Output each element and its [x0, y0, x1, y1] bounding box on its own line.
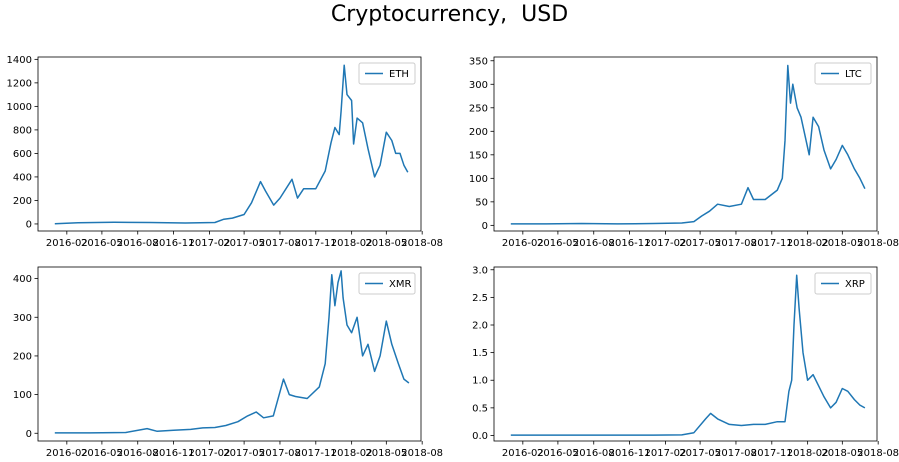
ltc-x-tick-label: 2016-11	[609, 238, 651, 249]
eth-series-line	[54, 64, 409, 225]
ltc-y-tick-label: 200	[469, 127, 488, 138]
xrp-y-tick-label: 3.0	[472, 265, 488, 276]
eth-x-tick-label: 2016-08	[117, 238, 159, 249]
xmr-x-tick-label: 2018-02	[331, 448, 373, 459]
xmr-y-tick-label: 0	[26, 429, 32, 440]
eth-y-tick-label: 800	[13, 125, 32, 136]
eth-x-tick-label: 2016-02	[46, 238, 88, 249]
eth-x-tick-label: 2018-02	[331, 238, 373, 249]
xmr-series-line	[54, 270, 410, 434]
xrp-x-tick-label: 2016-05	[537, 448, 579, 459]
xrp-x-tick-label: 2018-05	[821, 448, 863, 459]
xmr-x-tick-label: 2016-11	[153, 448, 195, 459]
ltc-y-tick-label: 0	[482, 221, 488, 232]
ltc-y-tick-label: 350	[469, 56, 488, 67]
xrp-x-tick-label: 2017-02	[645, 448, 687, 459]
xmr-y-tick-label: 200	[13, 351, 32, 362]
eth-x-tick-label: 2016-05	[81, 238, 123, 249]
xrp-x-tick-label: 2017-08	[715, 448, 757, 459]
xmr-x-tick-label: 2017-05	[223, 448, 265, 459]
xrp-x-tick-label: 2017-05	[679, 448, 721, 459]
eth-x-tick-label: 2016-11	[153, 238, 195, 249]
xrp-y-tick-label: 1.0	[472, 376, 488, 387]
ltc-x-tick-label: 2018-05	[821, 238, 863, 249]
ltc-y-tick-label: 100	[469, 174, 488, 185]
ltc-x-tick-label: 2017-05	[679, 238, 721, 249]
xrp-y-tick-label: 0.0	[472, 431, 488, 442]
eth-x-tick-label: 2017-11	[295, 238, 337, 249]
ltc-y-tick-label: 150	[469, 150, 488, 161]
xmr-x-tick-label: 2016-05	[81, 448, 123, 459]
eth-x-tick-label: 2017-05	[223, 238, 265, 249]
ltc-x-tick-label: 2016-05	[537, 238, 579, 249]
eth-legend-box	[358, 62, 416, 85]
xrp-y-tick-label: 2.5	[472, 293, 488, 304]
xmr-x-tick-label: 2018-05	[365, 448, 407, 459]
ltc-x-tick-label: 2016-08	[573, 238, 615, 249]
eth-x-tick-label: 2017-08	[259, 238, 301, 249]
eth-x-tick-label: 2018-08	[401, 238, 443, 249]
xmr-y-tick-label: 400	[13, 274, 32, 285]
eth-x-tick-label: 2017-02	[189, 238, 231, 249]
xmr-x-tick-label: 2017-11	[295, 448, 337, 459]
xrp-x-tick-label: 2016-02	[502, 448, 544, 459]
xrp-y-tick-label: 2.0	[472, 321, 488, 332]
ltc-x-tick-label: 2018-08	[857, 238, 899, 249]
xrp-x-tick-label: 2016-08	[573, 448, 615, 459]
ltc-x-tick-label: 2017-08	[715, 238, 757, 249]
eth-plot-area	[37, 56, 422, 232]
xmr-plot-area	[37, 266, 422, 442]
eth-x-tick-label: 2018-05	[365, 238, 407, 249]
xrp-plot-area	[493, 266, 878, 442]
eth-y-tick-label: 600	[13, 149, 32, 160]
xrp-x-tick-label: 2017-11	[751, 448, 793, 459]
ltc-x-tick-label: 2017-02	[645, 238, 687, 249]
xmr-x-tick-label: 2017-08	[259, 448, 301, 459]
page-title: Cryptocurrency, USD	[330, 2, 569, 27]
xmr-x-tick-label: 2016-02	[46, 448, 88, 459]
xrp-panel: 0.00.51.01.52.02.53.02016-022016-052016-…	[472, 265, 899, 459]
ltc-y-tick-label: 50	[475, 197, 488, 208]
xrp-legend-label: XRP	[845, 279, 865, 290]
xrp-x-tick-label: 2018-02	[787, 448, 829, 459]
ltc-y-tick-label: 250	[469, 103, 488, 114]
xmr-panel: 0 100 200 300 400 2016-022016-052016-082016-1…	[13, 266, 443, 459]
ltc-legend-box	[814, 62, 872, 85]
ltc-series-line	[510, 64, 866, 225]
ltc-x-tick-label: 2017-11	[751, 238, 793, 249]
eth-y-tick-label: 1000	[7, 102, 32, 113]
xmr-x-tick-label: 2017-02	[189, 448, 231, 459]
xmr-x-tick-label: 2016-08	[117, 448, 159, 459]
xmr-legend-label: XMR	[389, 279, 411, 290]
xrp-legend-box	[814, 272, 872, 295]
eth-y-tick-label: 400	[13, 172, 32, 183]
xmr-y-tick-label: 300	[13, 313, 32, 324]
eth-legend-label: ETH	[389, 69, 409, 80]
xrp-x-tick-label: 2016-11	[609, 448, 651, 459]
xrp-series-line	[510, 274, 866, 436]
ltc-y-tick-label: 300	[469, 80, 488, 91]
xrp-y-tick-label: 0.5	[472, 403, 488, 414]
xrp-x-tick-label: 2018-08	[857, 448, 899, 459]
eth-y-tick-label: 200	[13, 196, 32, 207]
xmr-x-tick-label: 2018-08	[401, 448, 443, 459]
eth-panel: 02004006008001000120014002016-022016-052…	[7, 55, 444, 249]
eth-y-tick-label: 1200	[7, 78, 32, 89]
xmr-y-tick-label: 100	[13, 390, 32, 401]
xrp-y-tick-label: 1.5	[472, 348, 488, 359]
eth-y-tick-label: 0	[26, 219, 32, 230]
xmr-legend-box	[358, 272, 416, 295]
ltc-x-tick-label: 2018-02	[787, 238, 829, 249]
eth-y-tick-label: 1400	[7, 55, 32, 66]
ltc-x-tick-label: 2016-02	[502, 238, 544, 249]
ltc-legend-label: LTC	[845, 69, 862, 80]
ltc-panel: 0501001502002503003502016-022016-052016-…	[469, 56, 899, 249]
ltc-plot-area	[493, 56, 878, 232]
